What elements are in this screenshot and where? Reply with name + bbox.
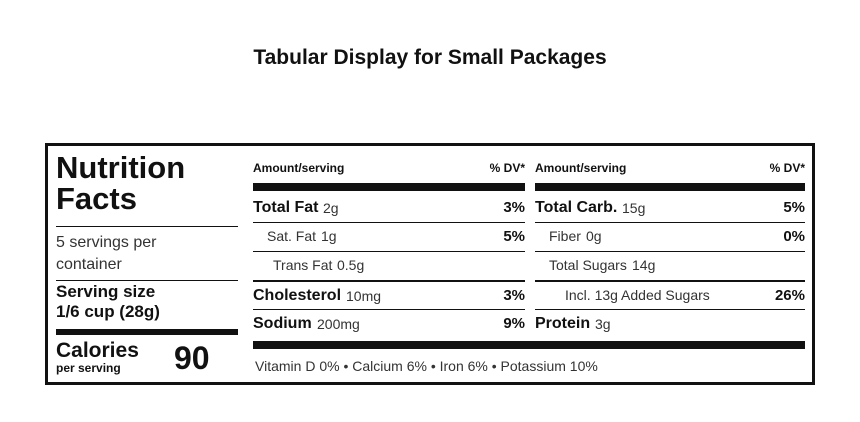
daily-value: 3% (503, 287, 525, 304)
nutrient-name: Protein (535, 315, 591, 332)
rule (535, 222, 805, 223)
nutrient-amount: 1g (321, 228, 337, 244)
rule (253, 251, 525, 252)
daily-value: 3% (503, 199, 525, 216)
rule (253, 222, 525, 223)
thick-rule (535, 183, 805, 191)
thick-rule (56, 329, 238, 335)
dv-header: % DV* (769, 161, 805, 175)
nutrient-name: Trans Fat (273, 257, 333, 273)
serving-size-label: Serving size (56, 282, 156, 301)
dv-header: % DV* (489, 161, 525, 175)
daily-value: 5% (783, 199, 805, 216)
rule (535, 309, 805, 310)
amount-header: Amount/serving (253, 161, 345, 175)
calories-label: Calories (56, 339, 139, 362)
nutrient-name: Fiber (549, 228, 581, 244)
nutrient-amount: 15g (622, 200, 646, 216)
daily-value: 5% (503, 228, 525, 245)
nutrient-amount: 200mg (317, 316, 360, 332)
footer: Vitamin D 0% • Calcium 6% • Iron 6% • Po… (255, 358, 598, 374)
nutrient-name: Total Fat (253, 199, 319, 216)
nutrient-name: Incl. 13g Added Sugars (565, 287, 710, 303)
rule (535, 251, 805, 252)
nutrition-label: Nutrition Facts 5 servings per container… (45, 143, 815, 385)
thick-rule (253, 183, 525, 191)
nutrient-amount: 0g (586, 228, 602, 244)
page-title: Tabular Display for Small Packages (253, 46, 607, 69)
nutrient-name: Total Carb. (535, 199, 618, 216)
nutrient-name: Total Sugars (549, 257, 627, 273)
rule (535, 280, 805, 282)
nutrient-amount: 0.5g (337, 257, 365, 273)
nutrient-amount: 10mg (346, 288, 382, 304)
rule (253, 309, 525, 310)
thick-rule (253, 341, 805, 349)
nutrient-name: Sat. Fat (267, 228, 317, 244)
daily-value: 0% (783, 228, 805, 245)
daily-value: 26% (774, 287, 805, 304)
rule (253, 280, 525, 282)
servings: 5 servings per container (56, 234, 157, 273)
calories-sub: per serving (56, 361, 121, 375)
calories-value: 90 (174, 340, 210, 376)
nutrient-amount: 3g (595, 316, 611, 332)
daily-value: 9% (503, 315, 525, 332)
nutrient-amount: 14g (632, 257, 656, 273)
nutrient-amount: 2g (323, 200, 339, 216)
label-heading: Nutrition Facts (56, 150, 186, 216)
rule (56, 280, 238, 281)
nutrient-name: Cholesterol (253, 287, 342, 304)
serving-size: 1/6 cup (28g) (56, 302, 160, 321)
amount-header: Amount/serving (535, 161, 627, 175)
nutrient-name: Sodium (253, 315, 312, 332)
rule (56, 226, 238, 227)
